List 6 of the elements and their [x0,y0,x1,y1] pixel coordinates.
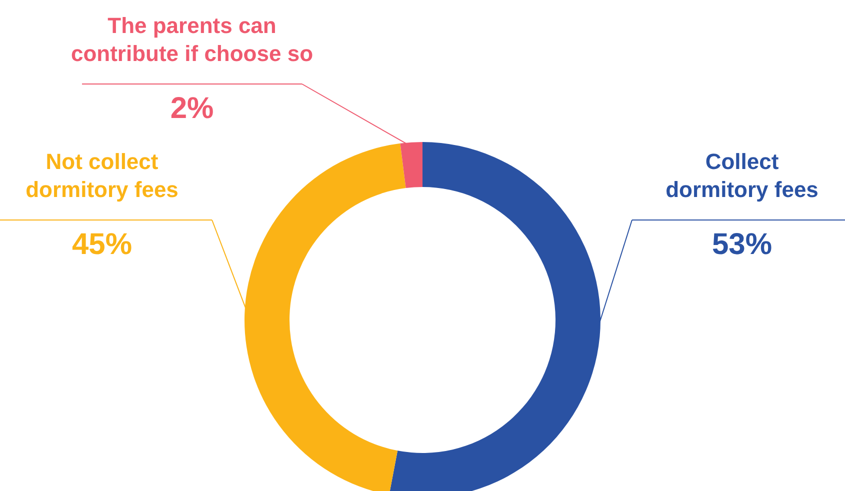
slice-label: Collect dormitory fees [666,149,818,202]
slice-label: Not collect dormitory fees [26,149,178,202]
data-label: 2% [170,92,214,125]
data-label: 53% [712,228,772,261]
slice-label: The parents can contribute if choose so [70,13,314,66]
data-label: 45% [72,228,132,261]
